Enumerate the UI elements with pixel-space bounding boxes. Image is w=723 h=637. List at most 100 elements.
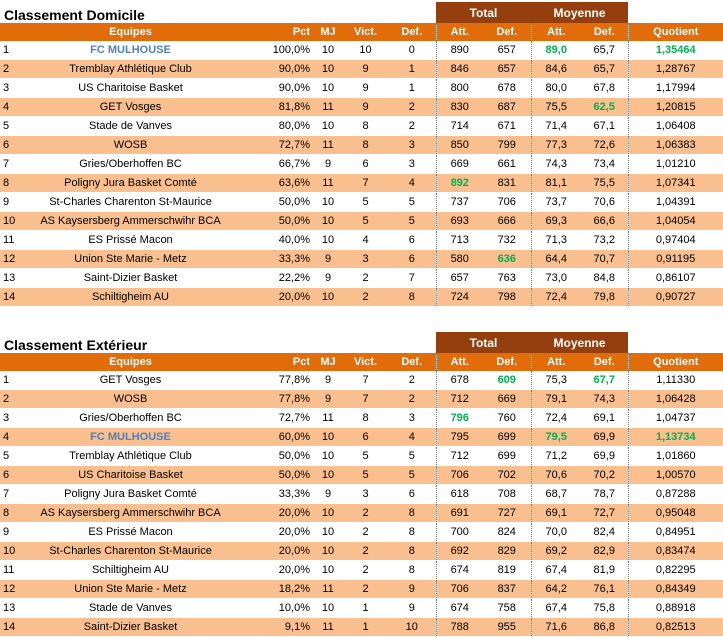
team-cell: FC MULHOUSE — [28, 41, 233, 60]
pct-cell: 100,0% — [233, 41, 313, 60]
rank-cell: 12 — [0, 249, 28, 269]
pct-cell: 81,8% — [233, 97, 313, 117]
vict-cell: 5 — [343, 446, 388, 466]
header-moyenne-att: Att. — [531, 353, 581, 371]
moyenne-def-cell: 65,7 — [581, 59, 629, 79]
moyenne-att-cell: 84,6 — [531, 59, 581, 79]
quotient-cell: 1,04391 — [628, 192, 723, 212]
pct-cell: 72,7% — [233, 408, 313, 428]
team-cell: Schiltigheim AU — [28, 560, 233, 580]
table-row: 3 Gries/Oberhoffen BC 72,7% 11 8 3 796 760 72,4 6… — [0, 408, 723, 428]
quotient-cell: 0,95048 — [628, 503, 723, 523]
vict-cell: 2 — [343, 522, 388, 542]
total-def-cell: 706 — [483, 192, 532, 212]
moyenne-att-cell: 73,0 — [531, 268, 581, 288]
table-row: 10 AS Kaysersberg Ammerschwihr BCA 50,0% 10… — [0, 211, 723, 231]
vict-cell: 2 — [343, 503, 388, 523]
team-cell: Tremblay Athlétique Club — [28, 446, 233, 466]
quotient-cell: 0,86107 — [628, 268, 723, 288]
header-moyenne-def: Def. — [581, 353, 629, 371]
def-cell: 4 — [388, 427, 437, 447]
total-def-cell: 609 — [483, 371, 532, 390]
header-moyenne-def: Def. — [581, 23, 629, 41]
rank-cell: 5 — [0, 116, 28, 136]
pct-cell: 63,6% — [233, 173, 313, 193]
total-def-cell: 758 — [483, 598, 532, 618]
team-cell: Gries/Oberhoffen BC — [28, 154, 233, 174]
header-def: Def. — [388, 23, 437, 41]
quotient-cell: 1,06383 — [628, 135, 723, 155]
moyenne-def-cell: 84,8 — [581, 268, 629, 288]
total-def-cell: 799 — [483, 135, 532, 155]
vict-cell: 5 — [343, 465, 388, 485]
total-def-cell: 798 — [483, 287, 532, 307]
table-row: 5 Tremblay Athlétique Club 50,0% 10 5 5 712 699… — [0, 446, 723, 466]
quotient-cell: 0,88918 — [628, 598, 723, 618]
def-cell: 8 — [388, 560, 437, 580]
moyenne-def-cell: 72,7 — [581, 503, 629, 523]
mj-cell: 9 — [313, 249, 343, 269]
moyenne-att-cell: 71,2 — [531, 446, 581, 466]
def-cell: 8 — [388, 541, 437, 561]
quotient-cell: 1,01210 — [628, 154, 723, 174]
table-row: 4 GET Vosges 81,8% 11 9 2 830 687 75,5 62,5 1,2081… — [0, 97, 723, 117]
def-cell: 4 — [388, 173, 437, 193]
moyenne-def-cell: 81,9 — [581, 560, 629, 580]
team-cell: GET Vosges — [28, 97, 233, 117]
column-header-row: Equipes Pct MJ Vict. Def. Att. Def. Att. Def. Quo… — [0, 23, 723, 41]
moyenne-def-cell: 62,5 — [581, 97, 629, 117]
quotient-cell: 0,84349 — [628, 579, 723, 599]
moyenne-att-cell: 79,5 — [531, 427, 581, 447]
quotient-cell: 1,17994 — [628, 78, 723, 98]
vict-cell: 5 — [343, 192, 388, 212]
def-cell: 2 — [388, 116, 437, 136]
moyenne-att-cell: 79,1 — [531, 389, 581, 409]
table-row: 2 Tremblay Athlétique Club 90,0% 10 9 1 846 657… — [0, 59, 723, 79]
mj-cell: 9 — [313, 484, 343, 504]
moyenne-att-cell: 73,7 — [531, 192, 581, 212]
title-spacer — [628, 2, 723, 23]
team-cell: Poligny Jura Basket Comté — [28, 173, 233, 193]
def-cell: 8 — [388, 287, 437, 307]
moyenne-att-cell: 69,1 — [531, 503, 581, 523]
moyenne-def-cell: 65,7 — [581, 41, 629, 60]
table-row: 12 Union Ste Marie - Metz 18,2% 11 2 9 706 837 6… — [0, 579, 723, 599]
moyenne-att-cell: 64,2 — [531, 579, 581, 599]
vict-cell: 5 — [343, 211, 388, 231]
rank-cell: 9 — [0, 522, 28, 542]
team-cell: ES Prissé Macon — [28, 230, 233, 250]
quotient-cell: 1,06428 — [628, 389, 723, 409]
moyenne-def-cell: 74,3 — [581, 389, 629, 409]
quotient-cell: 1,20815 — [628, 97, 723, 117]
total-def-cell: 732 — [483, 230, 532, 250]
total-def-cell: 760 — [483, 408, 532, 428]
pct-cell: 60,0% — [233, 427, 313, 447]
team-cell: WOSB — [28, 135, 233, 155]
header-equipes: Equipes — [28, 353, 233, 371]
pct-cell: 77,8% — [233, 389, 313, 409]
mj-cell: 11 — [313, 173, 343, 193]
rank-cell: 3 — [0, 78, 28, 98]
mj-cell: 10 — [313, 78, 343, 98]
pct-cell: 20,0% — [233, 522, 313, 542]
rank-cell: 14 — [0, 617, 28, 637]
rank-cell: 8 — [0, 173, 28, 193]
header-equipes: Equipes — [28, 23, 233, 41]
pct-cell: 72,7% — [233, 135, 313, 155]
mj-cell: 10 — [313, 211, 343, 231]
total-def-cell: 669 — [483, 389, 532, 409]
group-header-total: Total — [436, 2, 531, 23]
quotient-cell: 1,13734 — [628, 427, 723, 447]
total-att-cell: 706 — [436, 579, 483, 599]
column-header-row: Equipes Pct MJ Vict. Def. Att. Def. Att. Def. Quo… — [0, 353, 723, 371]
pct-cell: 40,0% — [233, 230, 313, 250]
def-cell: 2 — [388, 389, 437, 409]
moyenne-def-cell: 70,7 — [581, 249, 629, 269]
mj-cell: 11 — [313, 408, 343, 428]
vict-cell: 2 — [343, 287, 388, 307]
header-total-def: Def. — [483, 353, 532, 371]
vict-cell: 1 — [343, 617, 388, 637]
mj-cell: 10 — [313, 41, 343, 60]
moyenne-def-cell: 72,6 — [581, 135, 629, 155]
rank-cell: 7 — [0, 154, 28, 174]
